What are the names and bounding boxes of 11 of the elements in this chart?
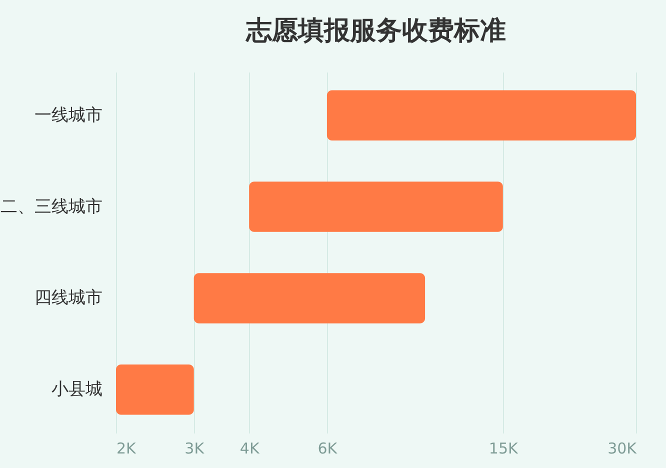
- y-tick-label: 小县城: [52, 380, 102, 400]
- y-tick-label: 四线城市: [34, 288, 102, 308]
- y-tick-label: 一线城市: [34, 105, 102, 126]
- x-tick-label: 15K: [488, 440, 520, 458]
- x-tick-label: 30K: [608, 440, 638, 458]
- chart-title: 志愿填报服务收费标准: [245, 16, 506, 46]
- x-tick-label: 4K: [240, 440, 260, 458]
- x-tick-label: 2K: [116, 440, 138, 458]
- y-tick-label: 二、三线城市: [0, 196, 102, 217]
- x-tick-label: 3K: [184, 440, 206, 458]
- x-tick-label: 6K: [318, 440, 338, 458]
